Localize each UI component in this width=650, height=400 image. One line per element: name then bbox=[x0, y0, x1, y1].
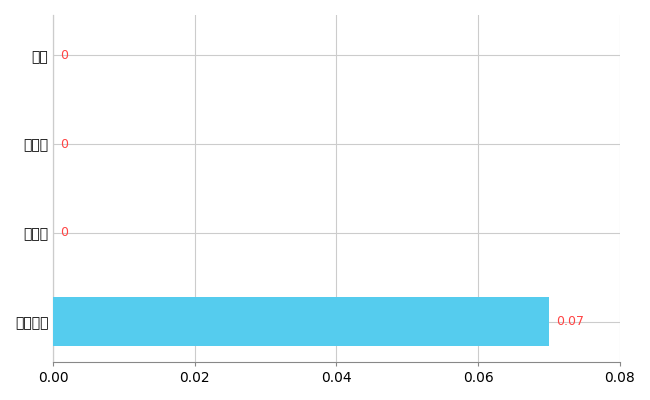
Bar bbox=[53, 297, 549, 346]
Text: 0: 0 bbox=[60, 49, 68, 62]
Text: 0: 0 bbox=[60, 138, 68, 150]
Text: 0: 0 bbox=[60, 226, 68, 240]
Text: 0.07: 0.07 bbox=[556, 315, 584, 328]
